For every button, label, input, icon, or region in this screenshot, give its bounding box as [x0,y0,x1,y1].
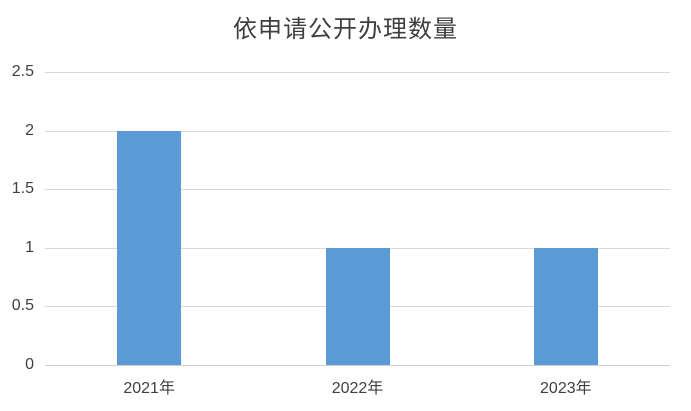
x-tick-label: 2023年 [540,380,592,397]
y-tick-label: 1 [25,238,34,256]
y-tick-label: 0.5 [11,297,34,315]
gridline [45,189,670,191]
plot-area [45,72,670,366]
x-axis-labels: 2021年 2022年 2023年 [45,374,670,400]
chart-title: 依申请公开办理数量 [233,15,458,43]
y-tick-label: 2.5 [11,63,34,80]
gridline [45,72,670,73]
gridline [45,130,670,132]
bar-2023年 [533,247,598,365]
bar-2022年 [325,247,390,365]
y-axis-labels: 0 0.5 1 1.5 2 2.5 [0,64,34,373]
y-tick-label: 0 [25,356,34,373]
y-tick-label: 2 [25,121,34,139]
x-tick-label: 2022年 [331,380,384,397]
x-tick-label: 2021年 [123,380,175,397]
x-axis-line [45,365,670,366]
bar-2021年 [117,130,182,365]
y-tick-label: 1.5 [11,180,34,198]
